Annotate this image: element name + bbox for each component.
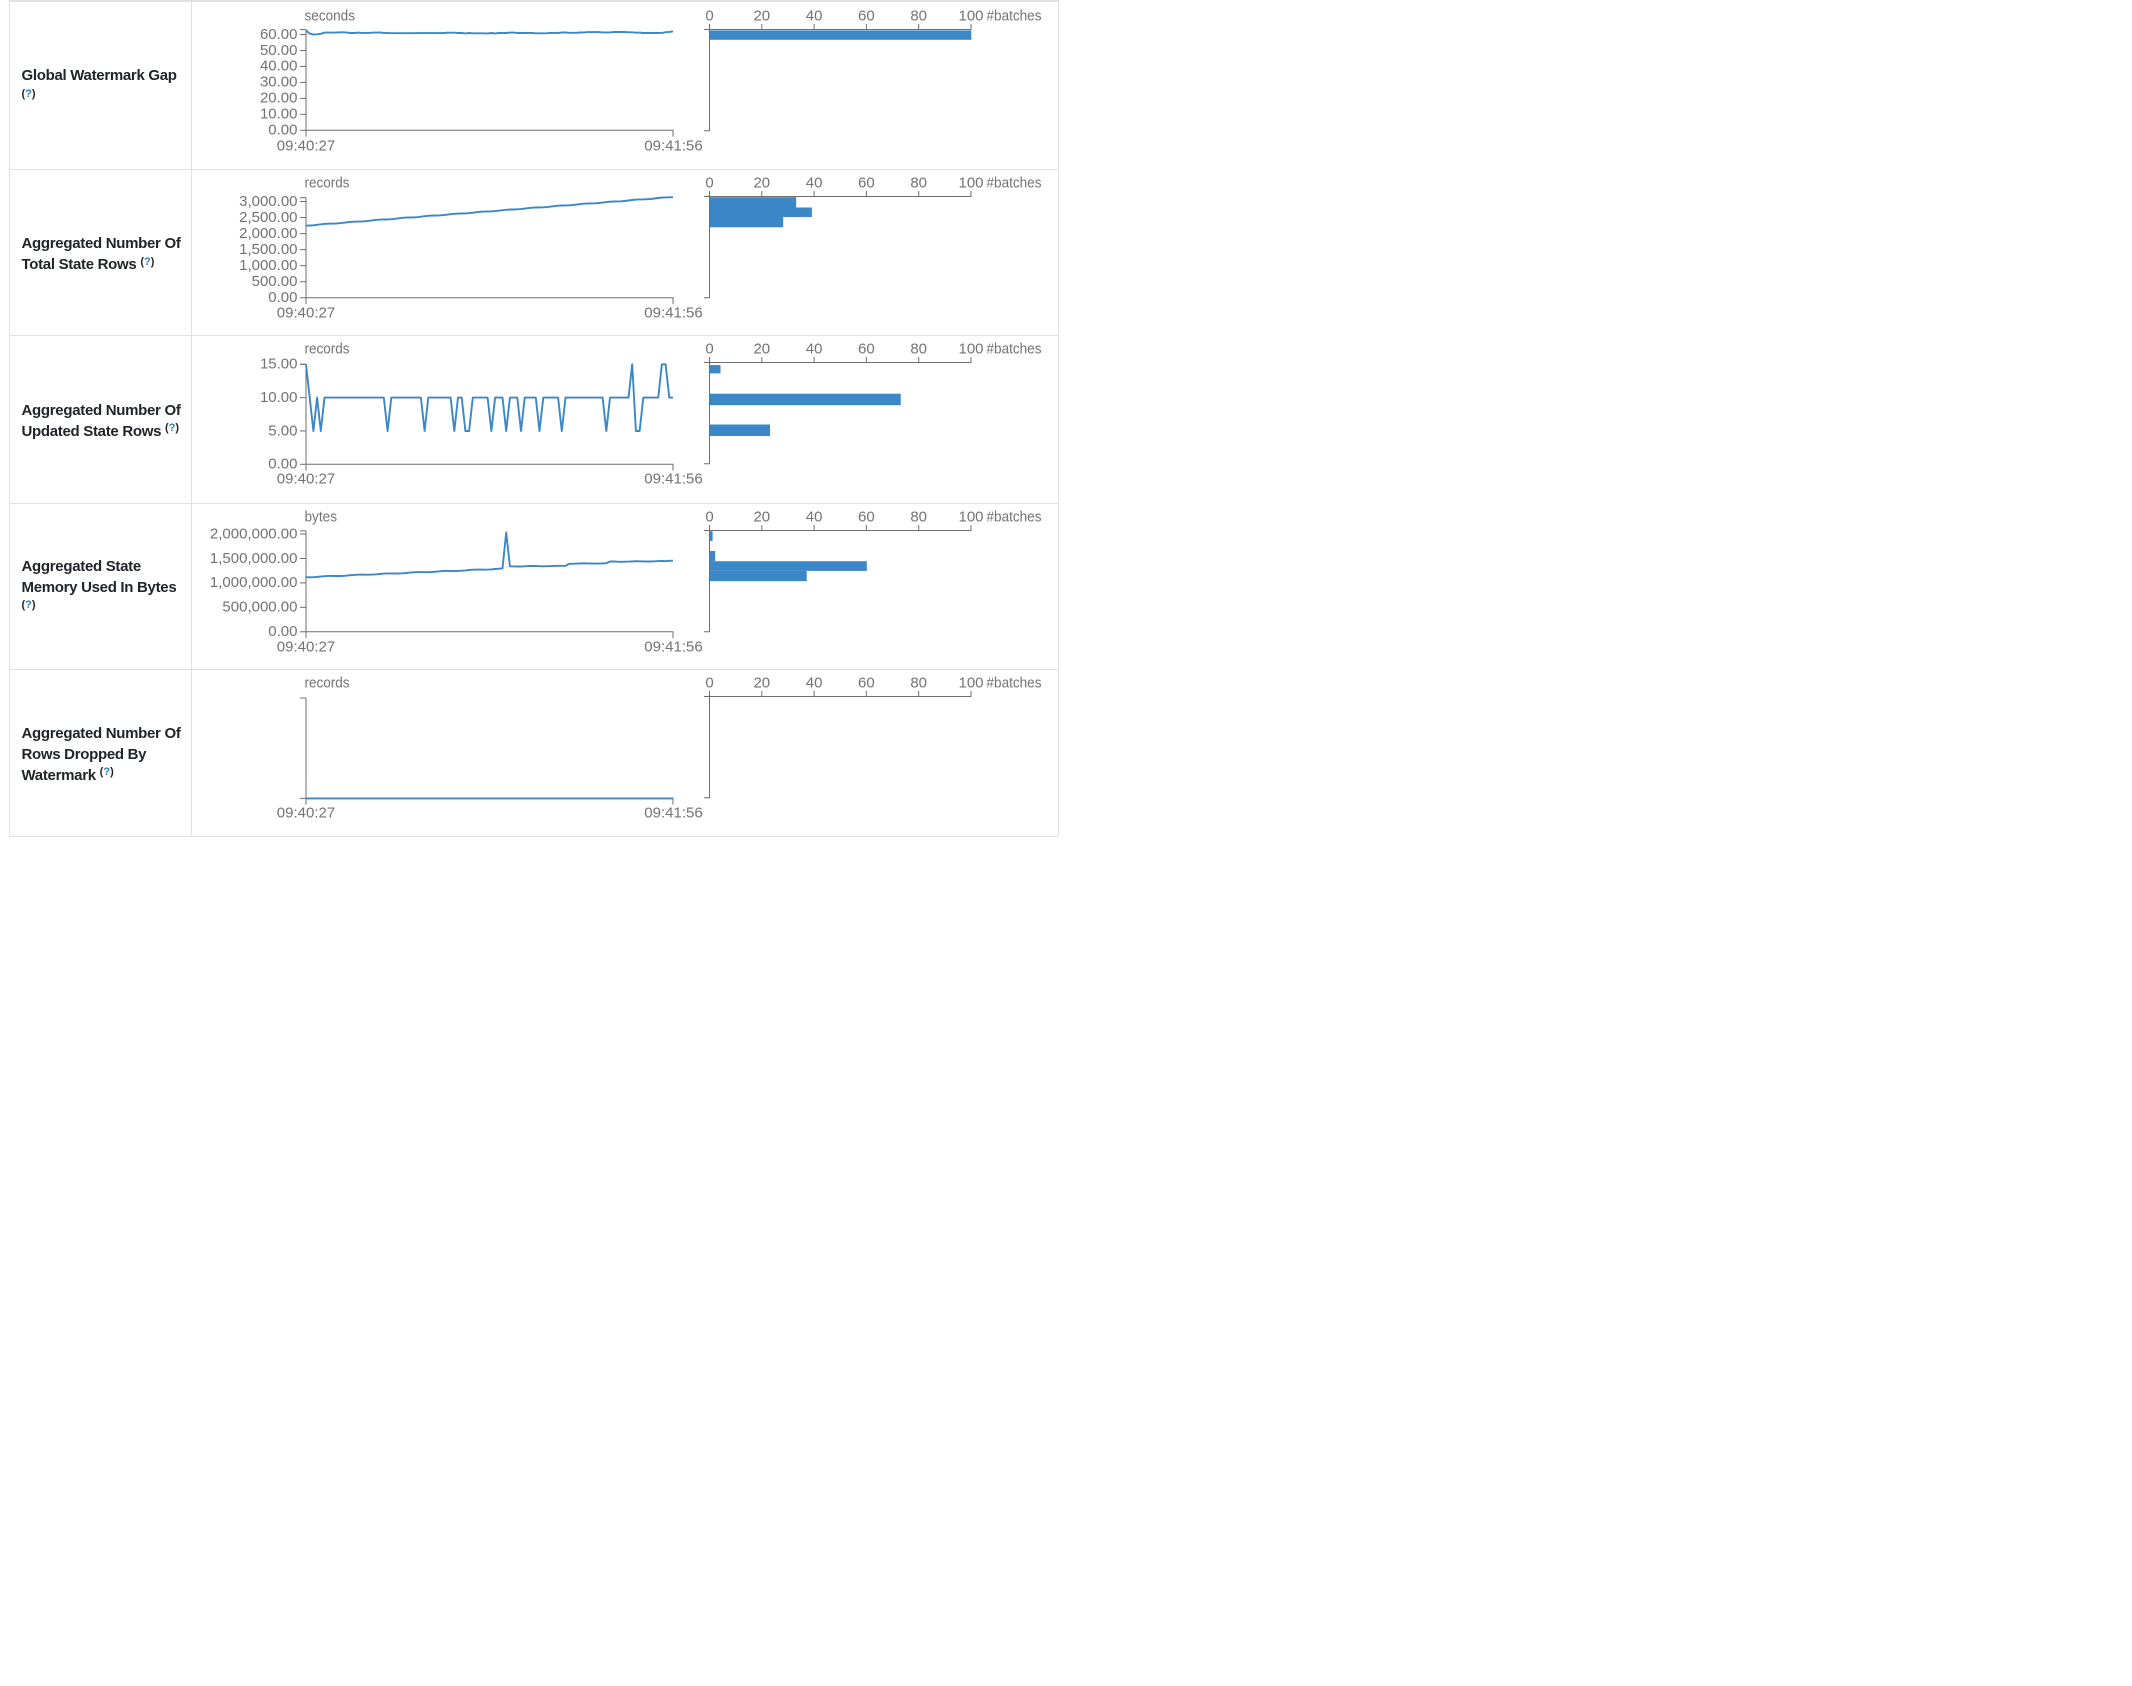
svg-text:80: 80 bbox=[910, 174, 927, 191]
svg-text:60: 60 bbox=[858, 340, 875, 357]
svg-text:100: 100 bbox=[958, 340, 983, 357]
svg-text:1,500.00: 1,500.00 bbox=[239, 240, 297, 257]
svg-text:15.00: 15.00 bbox=[260, 355, 298, 372]
svg-text:records: records bbox=[305, 675, 350, 692]
svg-text:#batches: #batches bbox=[987, 508, 1042, 525]
svg-text:1,000.00: 1,000.00 bbox=[239, 257, 297, 274]
svg-text:40: 40 bbox=[806, 508, 823, 525]
svg-text:20: 20 bbox=[753, 174, 770, 191]
svg-text:09:40:27: 09:40:27 bbox=[277, 638, 335, 655]
svg-text:0.00: 0.00 bbox=[268, 122, 297, 139]
svg-text:10.00: 10.00 bbox=[260, 106, 298, 123]
svg-text:80: 80 bbox=[910, 8, 927, 25]
svg-text:100: 100 bbox=[958, 8, 983, 25]
svg-text:09:41:56: 09:41:56 bbox=[644, 805, 702, 822]
svg-text:20.00: 20.00 bbox=[260, 90, 298, 107]
svg-text:60: 60 bbox=[858, 8, 875, 25]
svg-text:0: 0 bbox=[705, 8, 713, 25]
svg-text:80: 80 bbox=[910, 340, 927, 357]
svg-text:40.00: 40.00 bbox=[260, 58, 298, 75]
svg-text:0.00: 0.00 bbox=[268, 289, 297, 306]
svg-text:80: 80 bbox=[910, 675, 927, 692]
svg-text:60: 60 bbox=[858, 174, 875, 191]
svg-text:500,000.00: 500,000.00 bbox=[222, 598, 297, 615]
svg-text:#batches: #batches bbox=[987, 675, 1042, 692]
svg-text:5.00: 5.00 bbox=[268, 422, 297, 439]
svg-text:09:41:56: 09:41:56 bbox=[644, 470, 702, 487]
svg-text:30.00: 30.00 bbox=[260, 74, 298, 91]
svg-text:2,000,000.00: 2,000,000.00 bbox=[210, 525, 298, 542]
svg-text:0: 0 bbox=[705, 340, 713, 357]
svg-text:09:40:27: 09:40:27 bbox=[277, 138, 335, 155]
svg-text:0: 0 bbox=[705, 174, 713, 191]
svg-text:60: 60 bbox=[858, 675, 875, 692]
svg-text:#batches: #batches bbox=[987, 174, 1042, 191]
svg-text:80: 80 bbox=[910, 508, 927, 525]
svg-text:40: 40 bbox=[806, 675, 823, 692]
svg-text:0.00: 0.00 bbox=[268, 455, 297, 472]
svg-text:60: 60 bbox=[858, 508, 875, 525]
svg-text:3,000.00: 3,000.00 bbox=[239, 192, 297, 209]
svg-text:09:40:27: 09:40:27 bbox=[277, 805, 335, 822]
svg-text:2,500.00: 2,500.00 bbox=[239, 208, 297, 225]
svg-text:50.00: 50.00 bbox=[260, 42, 298, 59]
svg-text:40: 40 bbox=[806, 8, 823, 25]
svg-text:500.00: 500.00 bbox=[252, 273, 298, 290]
svg-text:100: 100 bbox=[958, 508, 983, 525]
svg-text:1,000,000.00: 1,000,000.00 bbox=[210, 574, 298, 591]
svg-text:60.00: 60.00 bbox=[260, 26, 298, 43]
svg-text:records: records bbox=[305, 174, 350, 191]
svg-text:20: 20 bbox=[753, 340, 770, 357]
svg-text:2,000.00: 2,000.00 bbox=[239, 224, 297, 241]
svg-text:09:41:56: 09:41:56 bbox=[644, 638, 702, 655]
svg-text:seconds: seconds bbox=[305, 8, 356, 25]
svg-text:40: 40 bbox=[806, 174, 823, 191]
svg-text:100: 100 bbox=[958, 174, 983, 191]
svg-text:1,500,000.00: 1,500,000.00 bbox=[210, 549, 298, 566]
svg-text:40: 40 bbox=[806, 340, 823, 357]
svg-text:20: 20 bbox=[753, 508, 770, 525]
svg-text:09:41:56: 09:41:56 bbox=[644, 304, 702, 321]
svg-text:#batches: #batches bbox=[987, 340, 1042, 357]
svg-text:09:40:27: 09:40:27 bbox=[277, 470, 335, 487]
svg-text:records: records bbox=[305, 340, 350, 357]
svg-text:09:40:27: 09:40:27 bbox=[277, 304, 335, 321]
svg-text:0.00: 0.00 bbox=[268, 623, 297, 640]
svg-text:0: 0 bbox=[705, 508, 713, 525]
svg-text:10.00: 10.00 bbox=[260, 388, 298, 405]
svg-text:100: 100 bbox=[958, 675, 983, 692]
svg-text:bytes: bytes bbox=[305, 508, 338, 525]
svg-text:20: 20 bbox=[753, 8, 770, 25]
svg-text:09:41:56: 09:41:56 bbox=[644, 138, 702, 155]
svg-text:0: 0 bbox=[705, 675, 713, 692]
svg-text:20: 20 bbox=[753, 675, 770, 692]
svg-text:#batches: #batches bbox=[987, 8, 1042, 25]
